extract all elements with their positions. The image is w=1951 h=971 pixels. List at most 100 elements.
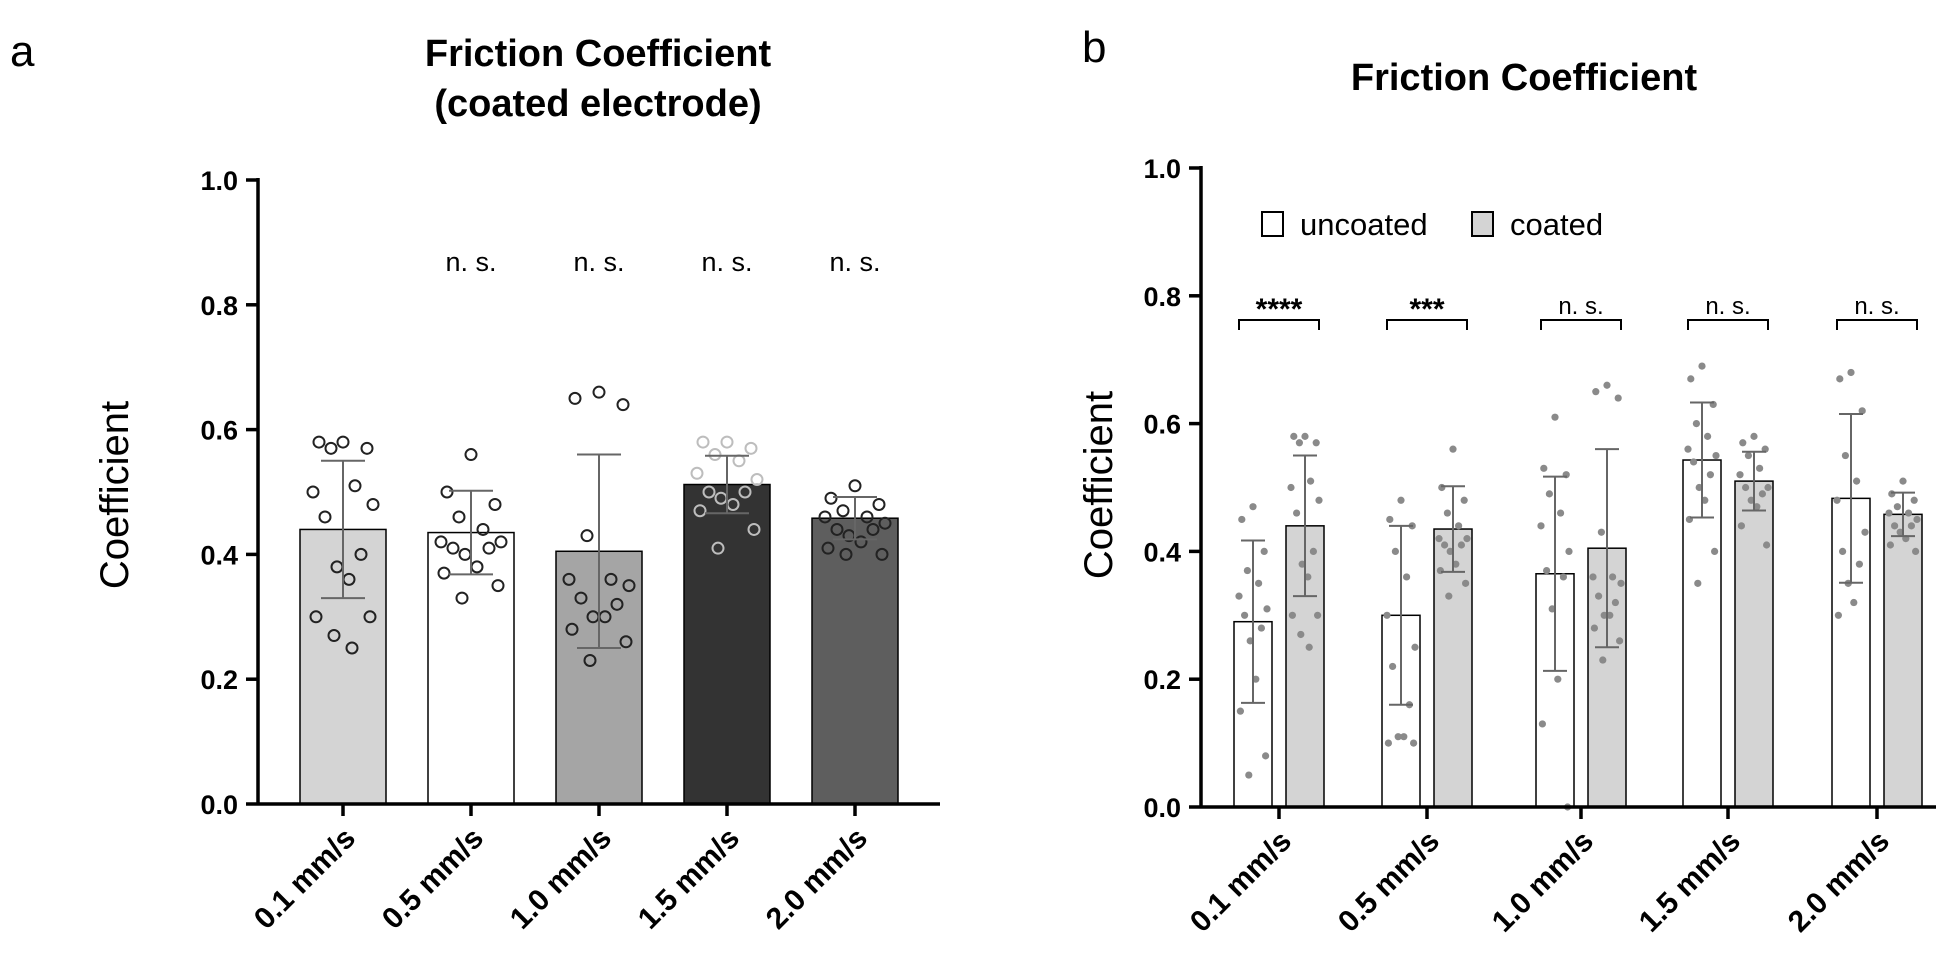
- point-b-2-0-mm-s-uncoated-7: [1839, 547, 1847, 556]
- point-b-2-0-mm-s-coated-8: [1907, 522, 1915, 530]
- legend-label-uncoated: uncoated: [1300, 207, 1428, 242]
- point-b-1-5-mm-s-uncoated-7: [1690, 458, 1698, 466]
- chart-b-ytick-label-1: 0.2: [1143, 665, 1181, 695]
- point-a-1-0-mm-s-0: [592, 385, 606, 399]
- xtick-label-b-0-1-mm-s: 0.1 mm/s: [1184, 825, 1298, 939]
- panel-label-b: b: [1082, 23, 1106, 72]
- chart-b-bars: [1233, 459, 1923, 808]
- point-a-1-5-mm-s-0: [720, 435, 734, 449]
- chart-a-title-line2: (coated electrode): [434, 83, 761, 125]
- point-b-0-5-mm-s-coated-2: [1460, 496, 1468, 504]
- sig-bracket-b-2-0-mm-s: [1836, 319, 1918, 330]
- point-a-1-5-mm-s-8: [738, 485, 752, 499]
- chart-b-ytick-label-4: 0.8: [1143, 282, 1181, 312]
- point-b-1-0-mm-s-coated-3: [1597, 528, 1605, 536]
- point-a-0-5-mm-s-8: [482, 541, 496, 555]
- chart-a: Friction Coefficient (coated electrode) …: [93, 33, 940, 936]
- point-b-2-0-mm-s-uncoated-2: [1858, 407, 1866, 415]
- point-a-1-0-mm-s-8: [610, 597, 624, 611]
- point-b-1-0-mm-s-uncoated-6: [1565, 547, 1573, 556]
- point-b-0-5-mm-s-coated-13: [1445, 592, 1453, 600]
- point-b-0-5-mm-s-coated-8: [1457, 541, 1465, 549]
- xtick-label-b-1-0-mm-s: 1.0 mm/s: [1486, 825, 1600, 939]
- point-b-1-0-mm-s-coated-2: [1614, 394, 1622, 402]
- point-b-1-0-mm-s-uncoated-0: [1551, 413, 1559, 421]
- xtick-label-a-1-5-mm-s: 1.5 mm/s: [632, 822, 746, 936]
- chart-b: Friction Coefficient Coefficient uncoate…: [1077, 57, 1936, 939]
- point-b-1-5-mm-s-coated-12: [1763, 541, 1771, 549]
- point-b-2-0-mm-s-coated-0: [1899, 477, 1907, 485]
- point-b-0-5-mm-s-uncoated-5: [1383, 611, 1391, 619]
- point-b-0-5-mm-s-coated-0: [1449, 445, 1457, 453]
- point-a-1-5-mm-s-1: [696, 435, 710, 449]
- point-b-2-0-mm-s-coated-6: [1913, 515, 1921, 524]
- point-a-1-5-mm-s-6: [750, 473, 764, 487]
- xtick-label-b-1-5-mm-s: 1.5 mm/s: [1633, 825, 1747, 939]
- point-a-1-5-mm-s-7: [702, 485, 716, 499]
- point-b-1-5-mm-s-uncoated-8: [1706, 471, 1714, 479]
- point-b-1-5-mm-s-uncoated-12: [1711, 547, 1719, 556]
- point-a-0-5-mm-s-5: [434, 535, 448, 549]
- point-a-0-5-mm-s-12: [491, 579, 505, 593]
- point-b-0-1-mm-s-coated-3: [1295, 439, 1303, 447]
- point-b-1-0-mm-s-uncoated-7: [1543, 566, 1551, 575]
- sig-bracket-b-1-0-mm-s: [1540, 319, 1622, 330]
- point-b-1-0-mm-s-uncoated-4: [1557, 509, 1565, 517]
- point-a-1-5-mm-s-4: [732, 454, 746, 468]
- point-b-2-0-mm-s-uncoated-11: [1834, 611, 1842, 619]
- point-a-2-0-mm-s-4: [860, 510, 874, 524]
- panel-label-a: a: [10, 27, 35, 76]
- point-a-1-0-mm-s-4: [604, 572, 618, 586]
- sig-label-a-2-0-mm-s: n. s.: [829, 247, 880, 277]
- point-b-1-5-mm-s-coated-7: [1742, 483, 1750, 492]
- point-a-0-1-mm-s-14: [345, 641, 359, 655]
- point-b-0-1-mm-s-uncoated-6: [1263, 605, 1271, 613]
- point-b-0-1-mm-s-uncoated-11: [1236, 707, 1244, 715]
- point-b-0-1-mm-s-coated-4: [1307, 477, 1315, 485]
- point-b-0-1-mm-s-coated-12: [1314, 611, 1322, 619]
- point-b-0-1-mm-s-uncoated-12: [1262, 752, 1270, 760]
- chart-a-ytick-label-3: 0.6: [200, 416, 238, 446]
- point-a-1-0-mm-s-11: [565, 622, 579, 636]
- point-b-2-0-mm-s-coated-1: [1888, 490, 1896, 498]
- point-a-1-0-mm-s-7: [574, 591, 588, 605]
- chart-a-ytick-label-0: 0.0: [200, 790, 238, 820]
- point-b-0-1-mm-s-coated-14: [1305, 643, 1313, 651]
- point-b-1-0-mm-s-uncoated-5: [1537, 522, 1545, 530]
- point-a-2-0-mm-s-6: [878, 516, 892, 530]
- point-b-2-0-mm-s-uncoated-4: [1853, 477, 1861, 485]
- chart-b-ytick-label-3: 0.6: [1143, 410, 1181, 440]
- point-a-2-0-mm-s-11: [821, 541, 835, 555]
- point-a-2-0-mm-s-8: [866, 522, 880, 536]
- point-a-0-5-mm-s-13: [455, 591, 469, 605]
- point-b-1-5-mm-s-coated-5: [1736, 471, 1744, 479]
- chart-a-ytick-label-4: 0.8: [200, 291, 238, 321]
- point-a-2-0-mm-s-12: [875, 547, 889, 561]
- point-b-1-0-mm-s-coated-11: [1590, 624, 1598, 632]
- legend-swatch-coated: [1471, 211, 1494, 237]
- point-b-1-5-mm-s-coated-8: [1758, 490, 1766, 498]
- chart-a-points: [306, 385, 892, 667]
- point-b-0-5-mm-s-uncoated-4: [1403, 573, 1411, 581]
- point-b-0-1-mm-s-coated-13: [1297, 630, 1305, 639]
- point-a-0-1-mm-s-1: [312, 435, 326, 449]
- point-b-1-0-mm-s-coated-13: [1599, 656, 1607, 664]
- chart-b-axes: [1199, 166, 1936, 809]
- point-b-0-1-mm-s-uncoated-13: [1245, 771, 1253, 779]
- point-b-0-1-mm-s-coated-6: [1315, 496, 1323, 504]
- point-b-1-5-mm-s-uncoated-0: [1698, 362, 1706, 370]
- chart-b-x-ticks: 0.1 mm/s 0.5 mm/s 1.0 mm/s 1.5 mm/s 2.0 mm/s: [1184, 807, 1896, 939]
- chart-b-ylabel: Coefficient: [1077, 391, 1121, 579]
- point-b-2-0-mm-s-coated-12: [1912, 547, 1920, 556]
- point-b-0-5-mm-s-uncoated-9: [1394, 733, 1402, 741]
- point-b-0-5-mm-s-coated-1: [1438, 483, 1446, 492]
- point-b-1-5-mm-s-coated-0: [1750, 432, 1758, 440]
- point-b-0-5-mm-s-coated-3: [1443, 509, 1451, 517]
- point-b-1-0-mm-s-coated-4: [1609, 573, 1617, 581]
- point-a-1-5-mm-s-13: [711, 541, 725, 555]
- point-a-0-5-mm-s-4: [476, 522, 490, 536]
- point-b-0-1-mm-s-uncoated-7: [1241, 611, 1249, 619]
- point-b-1-5-mm-s-uncoated-1: [1687, 375, 1695, 383]
- point-a-1-5-mm-s-2: [744, 441, 758, 455]
- point-b-1-5-mm-s-uncoated-5: [1684, 445, 1692, 453]
